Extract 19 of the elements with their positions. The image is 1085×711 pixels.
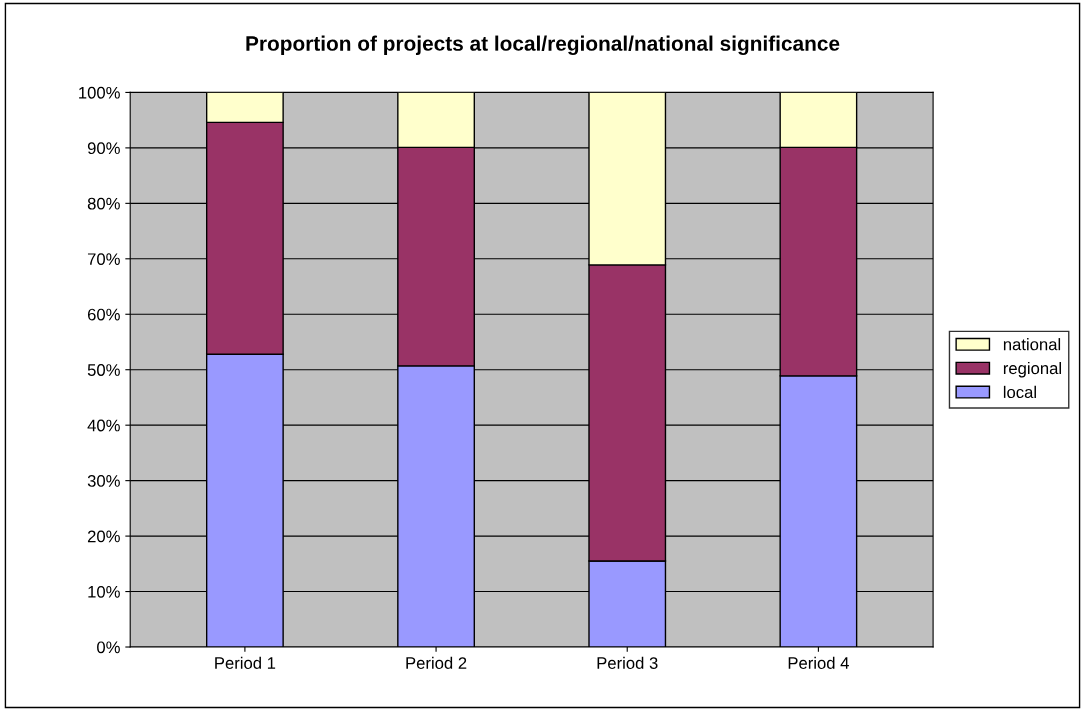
legend-label: local [1003, 385, 1036, 399]
chart-title: Proportion of projects at local/regional/national significance [246, 35, 840, 56]
x-tick-label: Period 2 [406, 656, 467, 669]
y-tick-label: 50% [87, 364, 120, 376]
y-tick-label: 0% [97, 641, 120, 654]
y-tick-label: 60% [87, 308, 120, 321]
y-tick-label: 40% [87, 419, 120, 432]
x-tick-label: Period 4 [788, 656, 849, 669]
y-tick-label: 10% [88, 585, 120, 598]
legend-label: regional [1003, 361, 1061, 378]
y-tick-label: 20% [87, 530, 120, 543]
y-tick-label: 30% [87, 475, 120, 487]
x-tick-label: Period 1 [215, 656, 276, 669]
y-tick-label: 100% [79, 86, 120, 99]
legend-label: national [1003, 338, 1061, 351]
y-tick-label: 80% [87, 197, 120, 210]
x-tick-label: Period 3 [597, 656, 658, 669]
y-tick-label: 70% [87, 253, 120, 266]
y-tick-label: 90% [87, 142, 120, 155]
